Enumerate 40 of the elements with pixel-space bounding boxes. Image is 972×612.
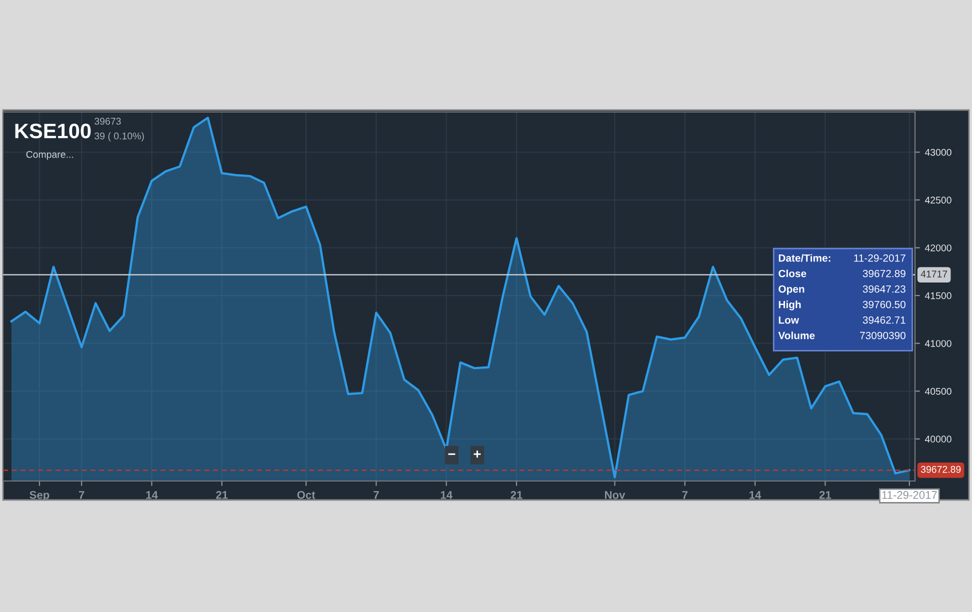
annotation: Compare... (26, 151, 73, 160)
y-tick-label: 42000 (924, 244, 952, 252)
x-tick-label: 14 (750, 491, 762, 499)
x-tick-label: 14 (440, 491, 452, 499)
x-tick-label: Oct (297, 491, 316, 499)
x-tick-label: 21 (819, 491, 832, 499)
chart-subtitle: 39673 (94, 118, 121, 125)
annotation: Low (778, 316, 800, 324)
x-tick-label: 11-29-2017 (882, 491, 937, 499)
x-tick-label: 21 (510, 491, 522, 499)
x-tick-label: 14 (146, 491, 158, 499)
annotation: 39647.23 (862, 285, 906, 293)
y-tick-label: 40500 (924, 388, 952, 395)
y-tick-label: 41500 (924, 292, 952, 300)
annotation: − (448, 453, 456, 455)
chart-title: KSE100 (15, 124, 91, 138)
annotation: 39462.71 (862, 316, 906, 324)
annotation: Date/Time: (778, 254, 830, 262)
y-tick-label: 42500 (924, 196, 952, 204)
annotation: 39760.50 (862, 300, 906, 308)
annotation: 11-29-2017 (854, 254, 906, 262)
ref-line-label: 41717 (920, 270, 948, 278)
annotation: + (474, 450, 481, 458)
annotation: 73090390 (860, 332, 906, 340)
annotation: Open (778, 285, 804, 295)
x-tick-label: 7 (78, 491, 84, 499)
y-tick-label: 43000 (924, 148, 952, 156)
x-tick-label: Nov (604, 491, 626, 499)
annotation: Volume (778, 332, 815, 340)
x-tick-label: 7 (682, 491, 688, 499)
annotation: 39 ( 0.10%) (94, 132, 144, 142)
annotation: Close (778, 270, 806, 278)
annotation: 39672.89 (862, 270, 906, 278)
ref-line-label: 39672.89 (920, 466, 961, 473)
annotation: High (778, 300, 801, 310)
y-tick-label: 41000 (924, 340, 952, 347)
x-tick-label: 21 (216, 491, 228, 499)
x-tick-label: 7 (374, 491, 379, 499)
x-tick-label: Sep (30, 491, 50, 502)
y-tick-label: 40000 (924, 436, 952, 443)
